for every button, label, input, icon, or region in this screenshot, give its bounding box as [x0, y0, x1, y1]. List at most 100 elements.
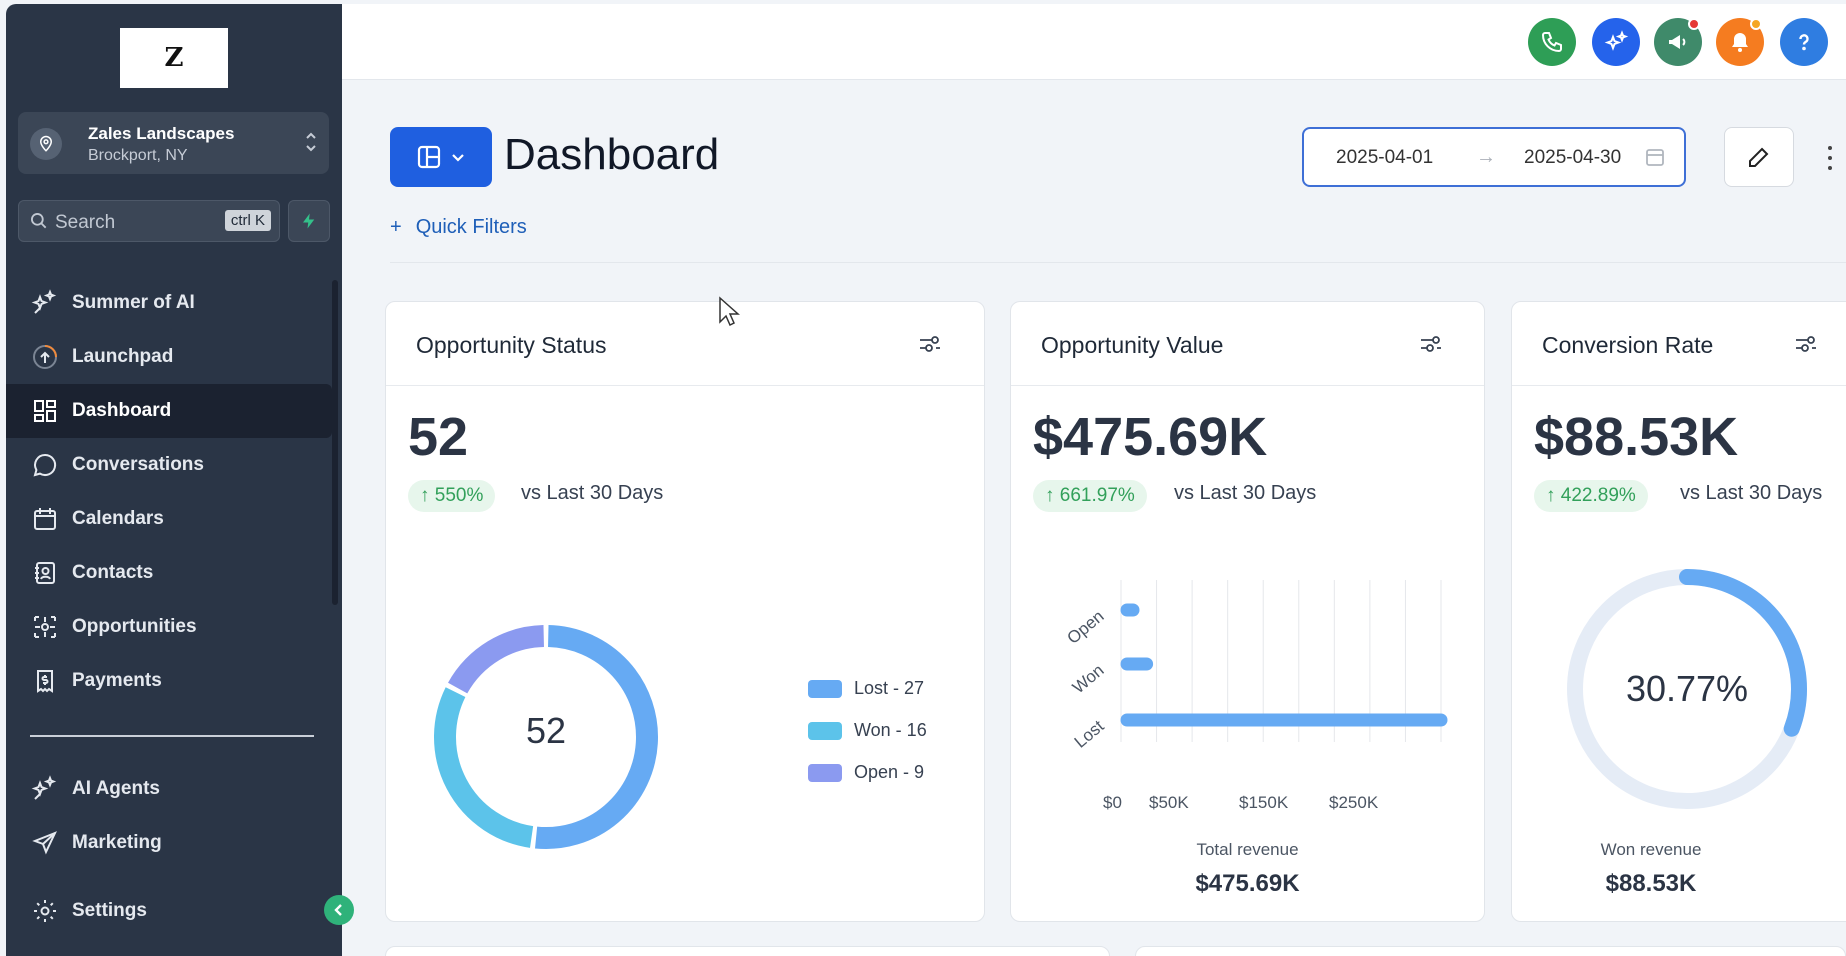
search-input[interactable]: Search ctrl K — [18, 200, 280, 242]
card-settings-button[interactable] — [1794, 334, 1818, 359]
sidebar-item-settings[interactable]: Settings — [6, 884, 332, 938]
legend-item-open: Open - 9 — [808, 762, 924, 783]
megaphone-icon — [1669, 35, 1686, 49]
ai-assistant-button[interactable] — [1592, 18, 1640, 66]
chevron-down-icon — [452, 154, 464, 162]
sidebar-item-label: Launchpad — [72, 346, 174, 367]
search-placeholder: Search — [55, 212, 116, 233]
top-bar — [342, 4, 1846, 80]
card-header: Conversion Rate — [1512, 302, 1846, 386]
sidebar: Z Zales Landscapes Brockport, NY Search … — [6, 4, 342, 956]
search-icon — [29, 211, 49, 236]
sidebar-item-ai-agents[interactable]: AI Agents — [6, 762, 332, 816]
calendar-icon — [1644, 146, 1666, 173]
plus-icon: + — [390, 216, 402, 238]
help-icon — [1799, 34, 1809, 51]
announcements-button[interactable] — [1654, 18, 1702, 66]
notification-dot — [1688, 18, 1700, 30]
comparison-label: vs Last 30 Days — [1174, 482, 1317, 504]
layout-icon — [417, 145, 441, 169]
dashboard-switcher-button[interactable] — [390, 127, 492, 187]
donut-segment-won[interactable] — [434, 687, 534, 848]
sidebar-item-dashboard[interactable]: Dashboard — [6, 384, 332, 438]
payments-icon — [30, 666, 60, 696]
card-title: Opportunity Value — [1041, 332, 1224, 358]
change-value: 661.97% — [1059, 485, 1135, 506]
sidebar-scrollbar[interactable] — [332, 280, 338, 605]
sidebar-item-label: Contacts — [72, 562, 154, 583]
change-badge: ↑ 422.89% — [1534, 480, 1648, 512]
sparkle-icon — [30, 774, 60, 804]
sidebar-item-contacts[interactable]: Contacts — [6, 546, 332, 600]
location-pin-icon — [30, 128, 62, 160]
card-header: Opportunity Value — [1011, 302, 1484, 386]
legend-label: Open - 9 — [854, 762, 925, 782]
donut-segment-lost[interactable] — [535, 625, 658, 849]
gauge-progress[interactable] — [1679, 569, 1807, 737]
opportunity-status-card: Opportunity Status 52 ↑ 550% vs Last 30 … — [385, 301, 985, 922]
donut-segment-open[interactable] — [448, 625, 545, 694]
phone-button[interactable] — [1528, 18, 1576, 66]
sidebar-item-payments[interactable]: Payments — [6, 654, 332, 708]
sidebar-item-label: Conversations — [72, 454, 204, 475]
help-button[interactable] — [1780, 18, 1828, 66]
company-logo[interactable]: Z — [120, 28, 228, 88]
sidebar-item-label: Marketing — [72, 832, 162, 853]
send-icon — [30, 828, 60, 858]
change-value: 550% — [434, 485, 484, 506]
sidebar-item-conversations[interactable]: Conversations — [6, 438, 332, 492]
lower-card — [385, 946, 1110, 956]
location-switcher[interactable]: Zales Landscapes Brockport, NY — [18, 112, 329, 174]
sidebar-item-label: Dashboard — [72, 400, 172, 421]
sliders-icon — [1421, 336, 1441, 352]
category-label: Lost — [1071, 716, 1108, 751]
sidebar-item-summer-of-ai[interactable]: Summer of AI — [6, 276, 332, 330]
won-revenue-label: Won revenue — [1600, 840, 1702, 859]
x-tick-label: $250K — [1329, 793, 1379, 812]
sidebar-item-label: AI Agents — [72, 778, 160, 799]
dot — [1828, 156, 1832, 160]
card-settings-button[interactable] — [1419, 334, 1443, 359]
more-options-button[interactable] — [1826, 146, 1834, 170]
sparkle-icon — [30, 288, 60, 318]
arrow-right-icon: → — [1476, 146, 1496, 168]
category-label: Won — [1069, 661, 1108, 698]
card-title: Conversion Rate — [1542, 332, 1714, 358]
logo-letter: Z — [164, 43, 184, 73]
contacts-icon — [30, 558, 60, 588]
arrow-up-icon: ↑ — [420, 485, 435, 506]
edit-dashboard-button[interactable] — [1724, 127, 1794, 187]
legend-swatch — [808, 721, 842, 740]
date-end[interactable]: 2025-04-30 — [1524, 147, 1622, 168]
date-range-picker[interactable]: 2025-04-01 → 2025-04-30 — [1302, 127, 1686, 187]
rocket-icon — [30, 342, 60, 372]
chevron-updown-icon — [303, 126, 319, 163]
sliders-icon — [1796, 336, 1816, 352]
quick-filters-button[interactable]: + Quick Filters — [390, 216, 527, 239]
ai-sparkle-icon — [1604, 30, 1629, 51]
sidebar-item-label: Summer of AI — [72, 292, 195, 313]
collapse-sidebar-button[interactable] — [324, 895, 354, 925]
conversion-rate-card: Conversion Rate $88.53K ↑ 422.89% vs Las… — [1511, 301, 1846, 922]
sidebar-item-launchpad[interactable]: Launchpad — [6, 330, 332, 384]
dot — [1828, 166, 1832, 170]
sidebar-item-calendars[interactable]: Calendars — [6, 492, 332, 546]
x-tick-label: $50K — [1149, 793, 1189, 812]
sidebar-item-opportunities[interactable]: Opportunities — [6, 600, 332, 654]
location-name: Zales Landscapes — [88, 124, 235, 143]
quick-action-button[interactable] — [288, 200, 330, 242]
grid-icon — [30, 396, 60, 426]
notifications-button[interactable] — [1716, 18, 1764, 66]
calendar-icon — [30, 504, 60, 534]
total-revenue-value: $475.69K — [1195, 870, 1300, 897]
date-start[interactable]: 2025-04-01 — [1336, 147, 1434, 168]
sidebar-item-marketing[interactable]: Marketing — [6, 816, 332, 870]
opportunities-icon — [30, 612, 60, 642]
location-city: Brockport, NY — [88, 147, 188, 164]
arrow-up-icon: ↑ — [1045, 485, 1060, 506]
card-settings-button[interactable] — [918, 334, 942, 359]
legend-label: Lost - 27 — [854, 678, 925, 698]
donut-center-label: 52 — [525, 710, 567, 751]
dot — [1828, 146, 1832, 150]
mouse-cursor-icon — [719, 296, 740, 327]
